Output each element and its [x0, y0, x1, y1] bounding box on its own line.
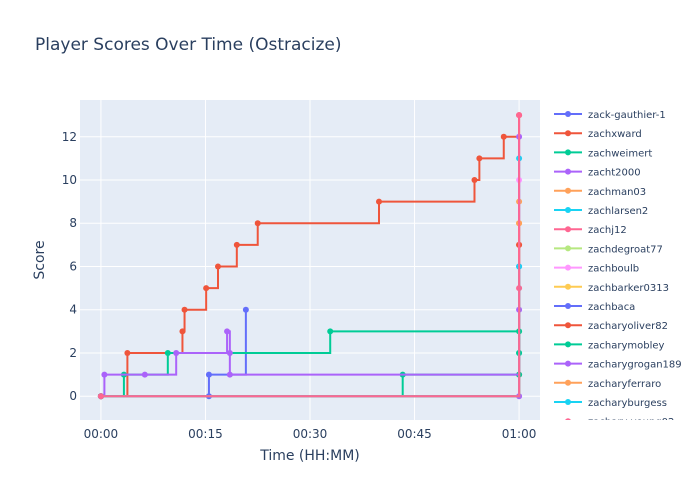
legend-label: zachdegroat77	[588, 244, 663, 255]
data-point	[500, 133, 507, 140]
data-point	[327, 328, 334, 335]
legend-item[interactable]: zacharymobley	[554, 340, 665, 351]
legend-label: zack-gauthier-1	[588, 110, 666, 121]
legend-label: zacharymobley	[588, 340, 665, 351]
legend-swatch-marker	[565, 303, 571, 309]
data-point	[205, 371, 212, 378]
legend-item[interactable]: zachweimert	[554, 148, 652, 159]
legend-swatch-marker	[565, 168, 571, 175]
legend-item[interactable]: zacharyferraro	[554, 379, 661, 390]
legend-swatch-marker	[565, 130, 571, 137]
data-point	[181, 306, 188, 313]
data-point	[101, 371, 108, 378]
legend-label: zacharyburgess	[588, 398, 667, 409]
legend-swatch-marker	[565, 111, 571, 117]
data-point	[203, 285, 210, 292]
legend-swatch-marker	[565, 360, 571, 367]
y-tick-label: 6	[69, 259, 77, 273]
series-line	[100, 115, 521, 398]
x-tick-label: 00:00	[84, 427, 119, 441]
legend-item[interactable]: zacht2000	[554, 168, 641, 179]
legend-swatch-marker	[565, 379, 571, 386]
x-tick-label: 00:45	[397, 427, 432, 441]
x-tick-label: 00:30	[293, 427, 328, 441]
legend-label: zacharyferraro	[588, 379, 661, 390]
data-point	[215, 263, 221, 270]
legend-item[interactable]: zachj12	[554, 225, 627, 236]
y-axis-ticks: 0 2 4 6 8 10 12	[62, 130, 77, 403]
legend-item[interactable]: zack-gauthier-1	[554, 110, 666, 121]
y-tick-label: 0	[69, 389, 77, 403]
legend-item[interactable]: zachdegroat77	[554, 244, 663, 255]
legend-label: zachary-young02	[588, 417, 674, 428]
legend-item[interactable]: zachlarsen2	[554, 206, 648, 217]
data-point	[226, 371, 233, 378]
legend-label: zachlarsen2	[588, 206, 648, 217]
y-tick-label: 10	[62, 173, 77, 187]
series-zachary-young02	[97, 112, 523, 400]
data-point	[471, 177, 478, 183]
data-point	[141, 371, 148, 378]
x-axis-title: Time (HH:MM)	[259, 448, 360, 464]
data-point	[97, 393, 104, 400]
legend-label: zachweimert	[588, 148, 652, 159]
y-tick-label: 2	[69, 346, 77, 360]
legend-swatch-marker	[565, 226, 571, 233]
legend-item[interactable]: zachman03	[554, 187, 646, 198]
legend-item[interactable]: zachboulb	[554, 264, 639, 275]
legend-swatch-marker	[565, 207, 571, 213]
legend-label: zachbaca	[588, 302, 635, 313]
legend-label: zachman03	[588, 187, 646, 198]
legend-item[interactable]: zachary-young02	[554, 417, 674, 428]
data-point	[173, 349, 180, 356]
y-tick-label: 12	[62, 130, 77, 144]
data-point	[233, 241, 240, 248]
legend-item[interactable]: zacharyburgess	[554, 398, 667, 409]
legend-swatch-marker	[565, 399, 571, 405]
legend-swatch-marker	[565, 322, 571, 329]
y-tick-label: 4	[69, 303, 77, 317]
data-point	[476, 155, 483, 162]
series-lines	[97, 112, 523, 400]
legend[interactable]: zack-gauthier-1 zachxward zachweimert zacht…	[554, 110, 682, 428]
legend-swatch-marker	[565, 418, 571, 420]
legend-swatch-marker	[565, 187, 571, 194]
legend-swatch-marker	[565, 283, 571, 290]
data-point	[516, 112, 523, 119]
x-tick-label: 00:15	[188, 427, 223, 441]
legend-label: zacharygrogan189	[588, 360, 682, 371]
legend-swatch-marker	[565, 264, 571, 271]
y-tick-label: 8	[69, 216, 77, 230]
legend-label: zacht2000	[588, 168, 641, 179]
data-point	[179, 328, 186, 335]
legend-label: zacharyoliver82	[588, 321, 668, 332]
data-point	[124, 349, 131, 356]
x-axis-ticks: 00:00 00:15 00:30 00:45 01:00	[84, 427, 537, 441]
data-point	[242, 306, 249, 313]
legend-item[interactable]: zachbarker0313	[554, 283, 669, 294]
legend-swatch-marker	[565, 341, 571, 348]
data-point	[164, 349, 171, 356]
legend-label: zachboulb	[588, 264, 639, 275]
legend-label: zachj12	[588, 225, 627, 236]
legend-item[interactable]: zachbaca	[554, 302, 635, 313]
legend-swatch-marker	[565, 149, 571, 156]
data-point	[376, 198, 382, 205]
chart-title: Player Scores Over Time (Ostracize)	[35, 35, 342, 55]
data-point	[224, 328, 231, 335]
data-point	[226, 349, 233, 356]
legend-label: zachxward	[588, 129, 642, 140]
legend-swatch-marker	[565, 245, 571, 252]
x-tick-label: 01:00	[502, 427, 537, 441]
data-point	[254, 220, 261, 227]
legend-label: zachbarker0313	[588, 283, 669, 294]
legend-item[interactable]: zachxward	[554, 129, 642, 140]
legend-item[interactable]: zacharygrogan189	[554, 360, 682, 371]
y-axis-title: Score	[32, 240, 48, 279]
legend-item[interactable]: zacharyoliver82	[554, 321, 668, 332]
